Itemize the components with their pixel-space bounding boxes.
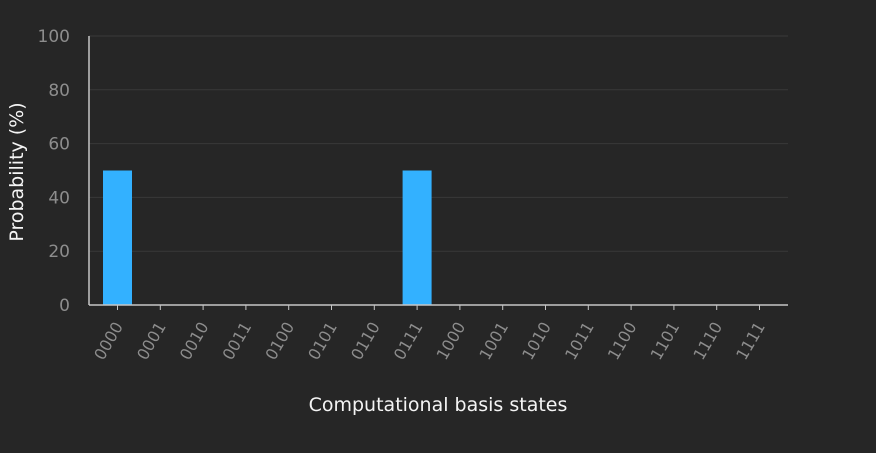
x-tick-label: 1111: [732, 319, 769, 364]
y-tick-labels: 0 20 40 60 80 100: [38, 27, 70, 316]
x-tick-label: 0110: [347, 319, 384, 364]
y-tick-label: 80: [48, 81, 70, 101]
y-tick-label: 60: [48, 135, 70, 155]
grid-lines: [89, 35, 788, 252]
axes: [88, 36, 788, 306]
x-tick-label: 0001: [133, 319, 170, 364]
bar-0111: [402, 170, 432, 305]
x-tick-label: 1011: [561, 319, 598, 364]
x-axis-label: Computational basis states: [309, 394, 568, 416]
x-tick-label: 0011: [219, 319, 256, 364]
bar-0000: [103, 170, 132, 305]
x-tick-label: 0101: [304, 319, 341, 364]
x-tick-label: 0010: [176, 319, 213, 364]
x-tick-label: 1001: [475, 319, 512, 364]
y-tick-label: 100: [38, 27, 70, 47]
x-tick-label: 1110: [689, 319, 726, 364]
y-tick-label: 20: [48, 242, 70, 262]
bars: [103, 170, 432, 305]
y-tick-label: 40: [48, 188, 70, 208]
x-tick-label: 1010: [518, 319, 555, 364]
x-tick-label: 0111: [390, 319, 427, 364]
x-tick-labels: 0000 0001 0010 0011 0100 0101 0110 0111 1000 1001…: [90, 305, 769, 363]
y-axis-label: Probability (%): [6, 102, 28, 241]
x-tick-label: 1000: [433, 319, 470, 364]
x-tick-label: 1101: [647, 319, 684, 364]
x-tick-label: 0100: [261, 319, 298, 364]
y-tick-label: 0: [59, 296, 70, 316]
x-tick-label: 0000: [90, 319, 127, 364]
x-tick-label: 1100: [604, 319, 641, 364]
